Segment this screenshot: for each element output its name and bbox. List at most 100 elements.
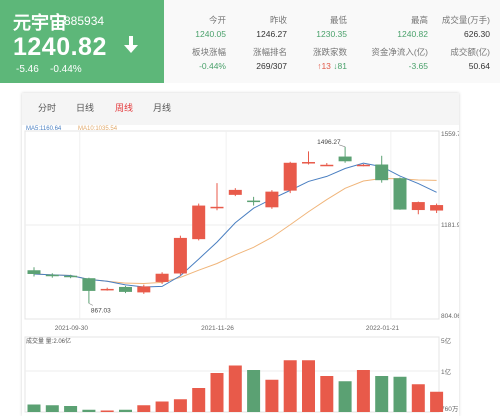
candle-body [411, 202, 425, 211]
stat-label-sector-gain: 板块涨幅 [191, 47, 226, 57]
volume-tick-label: 760万 [441, 405, 459, 413]
candle-body [228, 189, 242, 195]
stat-label-net-inflow: 资金净流入(亿) [371, 47, 428, 57]
current-price: 1240.82 [13, 33, 107, 61]
stock-quote-panel: 元宇宙 885934 1240.82 -5.46 -0.44% [0, 0, 164, 83]
candle-body [356, 164, 370, 167]
y-tick-label: 1559.7 [441, 131, 459, 138]
period-tabs: 分时 日线 周线 月线 [22, 93, 459, 125]
volume-bar [320, 376, 334, 412]
max-value-label: 1496.27 [317, 139, 341, 146]
volume-bar [228, 365, 242, 412]
y-tick-label: 1181.9 [441, 222, 459, 229]
tab-intraday[interactable]: 分时 [38, 103, 57, 113]
volume-bar [119, 409, 132, 412]
volume-bar [192, 388, 206, 412]
down-arrow-icon [124, 36, 138, 53]
min-marker [88, 303, 94, 306]
x-tick-label: 2021-09-30 [55, 325, 89, 332]
candle-body [302, 162, 315, 164]
candle-body [82, 278, 96, 291]
candle-body [173, 237, 187, 274]
tab-weekly[interactable]: 周线 [115, 103, 134, 113]
up-arrow-icon: ↑ [317, 61, 322, 71]
chart-panel: 分时 日线 周线 月线 MA5:1160.64 MA10:1035.54 1559.… [22, 93, 459, 416]
volume-bar [64, 406, 78, 412]
volume-bar [411, 384, 425, 412]
stat-value-advance-decline: ↑13 ↓81 [287, 61, 347, 71]
candle-body [375, 164, 389, 181]
volume-bar [247, 370, 261, 412]
volume-bar [338, 381, 352, 412]
decline-count: 81 [337, 61, 347, 71]
stat-value-rank: 269/307 [256, 61, 287, 71]
candle-body [320, 164, 334, 167]
x-tick-label: 2022-01-21 [366, 325, 400, 332]
stat-value-sector-gain: -0.44% [199, 61, 226, 71]
volume-bar [27, 404, 41, 412]
stat-label-prev-close: 昨收 [269, 15, 287, 25]
stat-label-volume: 成交量(万手) [441, 15, 490, 25]
volume-tick-label: 5亿 [441, 336, 452, 345]
candle-body [45, 274, 59, 277]
stat-value-prev-close: 1246.27 [256, 29, 287, 39]
tab-monthly[interactable]: 月线 [153, 103, 172, 113]
volume-bar [283, 360, 297, 412]
candle-body [27, 270, 41, 274]
volume-bar [82, 409, 96, 412]
stat-label-high: 最高 [410, 15, 428, 25]
candle-body [119, 286, 132, 292]
stat-value-volume: 626.30 [464, 29, 490, 39]
volume-bar [265, 379, 279, 412]
kline-chart[interactable]: MA5:1160.64 MA10:1035.54 1559.7 1181.9 804.0… [22, 125, 459, 416]
volume-bar [173, 399, 187, 412]
candle-body [430, 205, 444, 211]
volume-bar [155, 401, 169, 412]
tab-daily[interactable]: 日线 [76, 103, 95, 113]
candle-body [137, 286, 151, 293]
stock-code: 885934 [64, 14, 105, 28]
advance-count: 13 [321, 61, 331, 71]
volume-tick-label: 1亿 [441, 367, 452, 376]
candle-body [155, 273, 169, 282]
stat-label-turnover: 成交额(亿) [450, 47, 490, 57]
max-marker [339, 144, 346, 148]
stat-value-turnover: 50.64 [468, 61, 490, 71]
stats-panel: 今开 1240.05 昨收 1246.27 最低 1230.35 最高 1240… [164, 0, 500, 83]
min-value-label: 867.03 [91, 307, 111, 314]
candle-body [247, 200, 261, 203]
volume-bar [210, 373, 224, 412]
candle-body [100, 288, 114, 291]
candle-body [338, 156, 352, 162]
volume-bar [375, 376, 389, 412]
stat-value-open: 1240.05 [195, 29, 226, 39]
volume-bar [302, 360, 315, 412]
stat-value-low: 1230.35 [316, 29, 347, 39]
candle-body [192, 205, 206, 240]
volume-bar [356, 370, 370, 412]
ma10-label: MA10:1035.54 [78, 126, 118, 132]
stat-label-low: 最低 [329, 15, 347, 25]
candle-body [265, 191, 279, 208]
stat-label-advance-decline: 涨跌家数 [312, 47, 347, 57]
ma5-label: MA5:1160.64 [26, 126, 62, 132]
candle-body [210, 206, 224, 209]
stat-label-rank: 涨幅排名 [252, 47, 287, 57]
volume-bar [100, 410, 114, 412]
stat-value-net-inflow: -3.65 [408, 61, 428, 71]
price-change-percent: -0.44% [50, 64, 82, 75]
ma5-line [33, 162, 437, 288]
candle-body [283, 162, 297, 191]
candle-body [393, 178, 407, 210]
candle-body [64, 275, 78, 278]
down-arrow-icon: ↓ [333, 61, 338, 71]
x-tick-label: 2021-11-26 [201, 325, 234, 332]
volume-bar [393, 376, 407, 412]
stat-value-high: 1240.82 [397, 29, 428, 39]
stock-name: 元宇宙 [13, 13, 67, 33]
volume-bar [137, 405, 151, 412]
volume-bar [45, 405, 59, 412]
volume-bar [430, 391, 444, 412]
volume-label: 成交量 量:2.06亿 [26, 337, 71, 345]
y-tick-label: 804.06 [441, 313, 459, 320]
